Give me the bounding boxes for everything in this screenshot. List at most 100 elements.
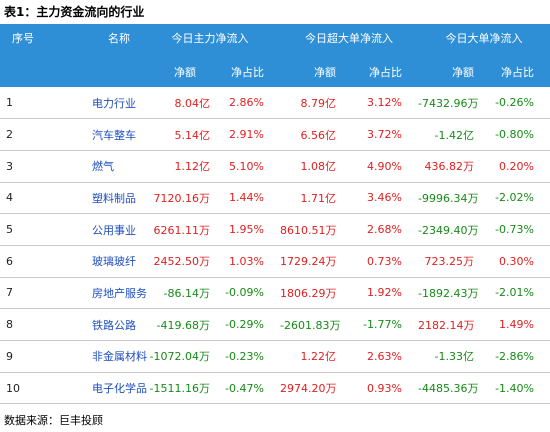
header-large-ratio[interactable]: 净占比 <box>490 56 550 87</box>
cell-large-net: 2182.14万 <box>418 308 490 341</box>
cell-main-net: -419.68万 <box>140 308 212 341</box>
cell-super-net: 1806.29万 <box>280 277 352 310</box>
cell-large-ratio: -1.40% <box>490 372 550 405</box>
cell-main-ratio: 2.86% <box>212 87 280 120</box>
table-row: 6 玻璃玻纤 2452.50万 1.03% 1729.24万 0.73% 723.25万 0.… <box>0 245 550 278</box>
table-title: 表1：主力资金流向的行业 <box>4 5 145 19</box>
cell-large-net: -9996.34万 <box>418 182 490 215</box>
table-row: 8 铁路公路 -419.68万 -0.29% -2601.83万 -1.77% 2182.1… <box>0 308 550 341</box>
cell-main-ratio: -0.09% <box>212 277 280 310</box>
header-large-inflow[interactable]: 今日大单净流入 <box>418 24 550 56</box>
cell-main-net: -1072.04万 <box>140 340 212 373</box>
cell-large-ratio: 1.49% <box>490 308 550 341</box>
header-main-ratio[interactable]: 净占比 <box>212 56 280 87</box>
cell-super-net: 8610.51万 <box>280 213 352 246</box>
cell-super-net: 6.56亿 <box>280 118 352 151</box>
cell-main-ratio: 1.44% <box>212 182 280 215</box>
cell-super-ratio: 3.12% <box>352 87 418 120</box>
cell-main-net: 5.14亿 <box>140 118 212 151</box>
cell-main-net: -1511.16万 <box>140 372 212 405</box>
row-rank: 2 <box>0 118 40 151</box>
industry-name-link[interactable]: 玻璃玻纤 <box>40 245 140 278</box>
industry-name-link[interactable]: 汽车整车 <box>40 118 140 151</box>
cell-large-ratio: -0.80% <box>490 118 550 151</box>
cell-main-net: 8.04亿 <box>140 87 212 120</box>
cell-super-ratio: 2.63% <box>352 340 418 373</box>
cell-large-ratio: -2.02% <box>490 182 550 215</box>
cell-super-ratio: 0.73% <box>352 245 418 278</box>
table-row: 10 电子化学品 -1511.16万 -0.47% 2974.20万 0.93% -4485… <box>0 372 550 405</box>
header-main-net[interactable]: 净额 <box>140 56 212 87</box>
row-rank: 10 <box>0 372 40 405</box>
cell-main-net: 6261.11万 <box>140 213 212 246</box>
row-rank: 9 <box>0 340 40 373</box>
table-row: 1 电力行业 8.04亿 2.86% 8.79亿 3.12% -7432.96万 -0.26% <box>0 87 550 120</box>
cell-large-ratio: 0.30% <box>490 245 550 278</box>
cell-large-ratio: 0.20% <box>490 150 550 183</box>
cell-super-net: 1.71亿 <box>280 182 352 215</box>
cell-main-ratio: -0.29% <box>212 308 280 341</box>
row-rank: 6 <box>0 245 40 278</box>
industry-name-link[interactable]: 公用事业 <box>40 213 140 246</box>
cell-super-net: 1729.24万 <box>280 245 352 278</box>
header-super-large-inflow[interactable]: 今日超大单净流入 <box>280 24 418 56</box>
table-row: 2 汽车整车 5.14亿 2.91% 6.56亿 3.72% -1.42亿 -0.80% <box>0 118 550 151</box>
cell-super-net: -2601.83万 <box>280 308 352 341</box>
industry-name-link[interactable]: 电力行业 <box>40 87 140 120</box>
table-row: 3 燃气 1.12亿 5.10% 1.08亿 4.90% 436.82万 0.20% <box>0 150 550 183</box>
industry-name-link[interactable]: 房地产服务 <box>40 277 147 310</box>
cell-super-net: 1.08亿 <box>280 150 352 183</box>
row-rank: 5 <box>0 213 40 246</box>
table-row: 5 公用事业 6261.11万 1.95% 8610.51万 2.68% -2349.40万… <box>0 213 550 246</box>
cell-super-ratio: 3.46% <box>352 182 418 215</box>
cell-large-net: -1892.43万 <box>418 277 490 310</box>
industry-name-link[interactable]: 塑料制品 <box>40 182 140 215</box>
cell-main-net: 2452.50万 <box>140 245 212 278</box>
cell-main-ratio: 5.10% <box>212 150 280 183</box>
cell-main-net: 1.12亿 <box>140 150 212 183</box>
row-rank: 8 <box>0 308 40 341</box>
cell-super-ratio: 2.68% <box>352 213 418 246</box>
cell-large-net: -2349.40万 <box>418 213 490 246</box>
cell-large-net: -1.42亿 <box>418 118 490 151</box>
row-rank: 7 <box>0 277 40 310</box>
cell-large-ratio: -2.86% <box>490 340 550 373</box>
cell-super-ratio: 3.72% <box>352 118 418 151</box>
cell-super-ratio: 1.92% <box>352 277 418 310</box>
header-main-inflow[interactable]: 今日主力净流入 <box>140 24 280 56</box>
table-row: 7 房地产服务 -86.14万 -0.09% 1806.29万 1.92% -1892.43… <box>0 277 550 310</box>
header-super-ratio[interactable]: 净占比 <box>352 56 418 87</box>
table-row: 9 非金属材料 -1072.04万 -0.23% 1.22亿 2.63% -1.33亿 -2.… <box>0 340 550 373</box>
table-row: 4 塑料制品 7120.16万 1.44% 1.71亿 3.46% -9996.34万 -2.… <box>0 182 550 215</box>
data-source: 数据来源：巨丰投顾 <box>4 414 103 427</box>
header-large-net[interactable]: 净额 <box>418 56 490 87</box>
header-name[interactable]: 名称 <box>40 24 140 87</box>
cell-main-ratio: 2.91% <box>212 118 280 151</box>
industry-name-link[interactable]: 非金属材料 <box>40 340 147 373</box>
cell-large-net: -1.33亿 <box>418 340 490 373</box>
cell-large-net: 436.82万 <box>418 150 490 183</box>
cell-super-ratio: -1.77% <box>352 308 418 341</box>
cell-main-ratio: -0.23% <box>212 340 280 373</box>
cell-large-ratio: -2.01% <box>490 277 550 310</box>
cell-large-net: -4485.36万 <box>418 372 490 405</box>
cell-large-net: -7432.96万 <box>418 87 490 120</box>
industry-flow-table: 序号 名称 今日主力净流入 今日超大单净流入 今日大单净流入 净额 净占比 净额… <box>0 24 550 405</box>
cell-large-ratio: -0.26% <box>490 87 550 120</box>
cell-super-ratio: 0.93% <box>352 372 418 405</box>
cell-main-ratio: -0.47% <box>212 372 280 405</box>
cell-super-net: 8.79亿 <box>280 87 352 120</box>
cell-main-net: -86.14万 <box>140 277 212 310</box>
industry-name-link[interactable]: 燃气 <box>40 150 140 183</box>
cell-large-net: 723.25万 <box>418 245 490 278</box>
header-super-net[interactable]: 净额 <box>280 56 352 87</box>
industry-name-link[interactable]: 电子化学品 <box>40 372 147 405</box>
row-rank: 4 <box>0 182 40 215</box>
industry-name-link[interactable]: 铁路公路 <box>40 308 140 341</box>
cell-super-net: 2974.20万 <box>280 372 352 405</box>
header-rank[interactable]: 序号 <box>0 24 40 87</box>
row-rank: 1 <box>0 87 40 120</box>
cell-super-net: 1.22亿 <box>280 340 352 373</box>
cell-main-ratio: 1.95% <box>212 213 280 246</box>
cell-super-ratio: 4.90% <box>352 150 418 183</box>
